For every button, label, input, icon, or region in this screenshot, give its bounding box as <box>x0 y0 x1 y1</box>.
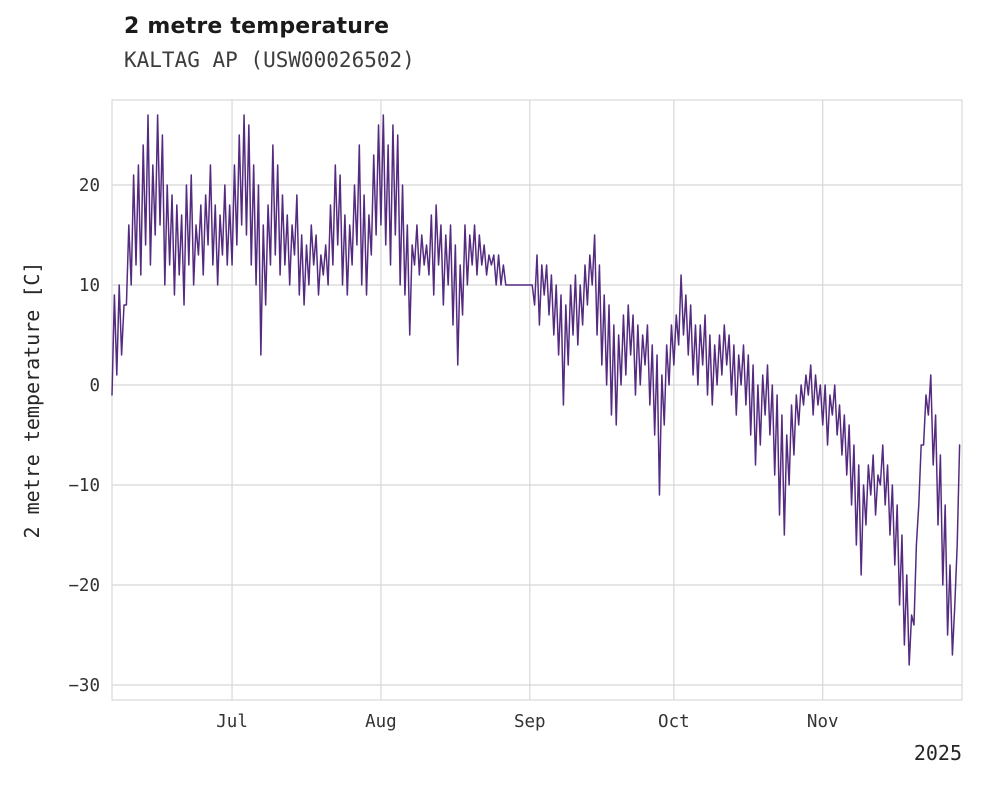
y-tick-label: −20 <box>68 576 100 596</box>
y-tick-label: 0 <box>89 376 100 396</box>
plot-border <box>111 99 963 701</box>
y-tick-label: 20 <box>79 176 100 196</box>
x-tick-label: Jul <box>216 712 248 732</box>
year-label: 2025 <box>913 741 962 765</box>
chart-title: 2 metre temperature <box>124 14 390 39</box>
x-tick-label: Sep <box>514 712 546 732</box>
chart-subtitle: KALTAG AP (USW00026502) <box>124 48 415 72</box>
y-tick-label: −30 <box>68 676 100 696</box>
x-tick-label: Aug <box>365 712 397 732</box>
temperature-series-line <box>111 114 961 666</box>
y-tick-label: −10 <box>68 476 100 496</box>
x-tick-label: Nov <box>807 712 839 732</box>
x-tick-label: Oct <box>658 712 690 732</box>
y-tick-label: 10 <box>79 276 100 296</box>
